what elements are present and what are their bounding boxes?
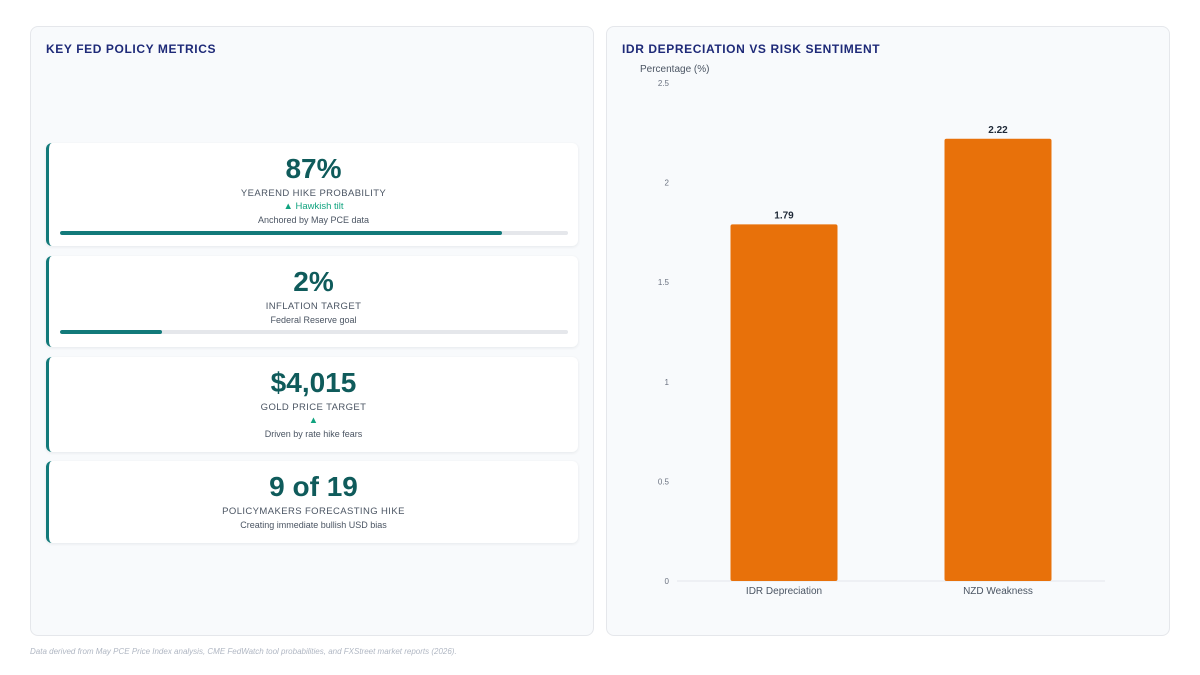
bar — [730, 224, 838, 581]
y-tick-label: 0.5 — [658, 477, 670, 486]
bar-chart: Percentage (%) 0 0.5 1 1.5 2 2.5 1.79 IDR Depr… — [640, 64, 1105, 597]
progress-track — [60, 330, 568, 334]
chart-title: IDR DEPRECIATION VS RISK SENTIMENT — [622, 42, 881, 56]
y-axis-ticks: 0 0.5 1 1.5 2 2.5 — [658, 79, 670, 586]
data-source-footnote: Data derived from May PCE Price Index an… — [30, 647, 457, 656]
metric-card-inflation-target: 2% INFLATION TARGET Federal Reserve goal — [46, 256, 578, 347]
bar — [944, 138, 1052, 581]
metric-note: Federal Reserve goal — [270, 315, 357, 325]
y-axis-label: Percentage (%) — [640, 64, 709, 75]
metrics-panel-title: KEY FED POLICY METRICS — [46, 42, 217, 56]
trend-up-icon: ▲ — [308, 415, 319, 426]
metrics-panel: KEY FED POLICY METRICS 87% YEAREND HIKE … — [30, 26, 594, 636]
progress-fill — [60, 330, 162, 334]
y-tick-label: 1.5 — [658, 278, 670, 287]
y-tick-label: 0 — [665, 577, 670, 586]
y-tick-label: 2 — [665, 179, 670, 188]
bars: 1.79 IDR Depreciation 2.22 NZD Weakness — [730, 125, 1052, 597]
metric-value: 9 of 19 — [269, 471, 358, 502]
y-tick-label: 2.5 — [658, 79, 670, 88]
y-tick-label: 1 — [665, 378, 670, 387]
chart-panel: IDR DEPRECIATION VS RISK SENTIMENT Perce… — [606, 26, 1170, 636]
bar-value-label: 2.22 — [988, 125, 1008, 136]
progress-fill — [60, 231, 502, 235]
metric-value: 2% — [293, 266, 334, 297]
metric-label: INFLATION TARGET — [265, 301, 362, 312]
metric-card-gold-price: $4,015 GOLD PRICE TARGET ▲ Driven by rat… — [46, 357, 578, 452]
metric-note: Anchored by May PCE data — [257, 215, 370, 225]
x-tick-label: IDR Depreciation — [746, 586, 822, 597]
metric-card-hike-probability: 87% YEAREND HIKE PROBABILITY ▲ Hawkish t… — [46, 143, 578, 246]
metric-note: Driven by rate hike fears — [264, 429, 363, 439]
metric-label: YEAREND HIKE PROBABILITY — [240, 188, 387, 199]
trend-indicator: ▲ Hawkish tilt — [283, 201, 344, 212]
bar-value-label: 1.79 — [774, 210, 794, 221]
x-tick-label: NZD Weakness — [963, 586, 1033, 597]
metric-value: 87% — [285, 153, 342, 184]
metric-label: POLICYMAKERS FORECASTING HIKE — [222, 506, 405, 517]
progress-track — [60, 231, 568, 235]
metric-value: $4,015 — [270, 367, 357, 398]
metric-card-policymakers: 9 of 19 POLICYMAKERS FORECASTING HIKE Cr… — [46, 461, 578, 543]
metric-label: GOLD PRICE TARGET — [260, 402, 367, 413]
metric-note: Creating immediate bullish USD bias — [240, 520, 387, 530]
